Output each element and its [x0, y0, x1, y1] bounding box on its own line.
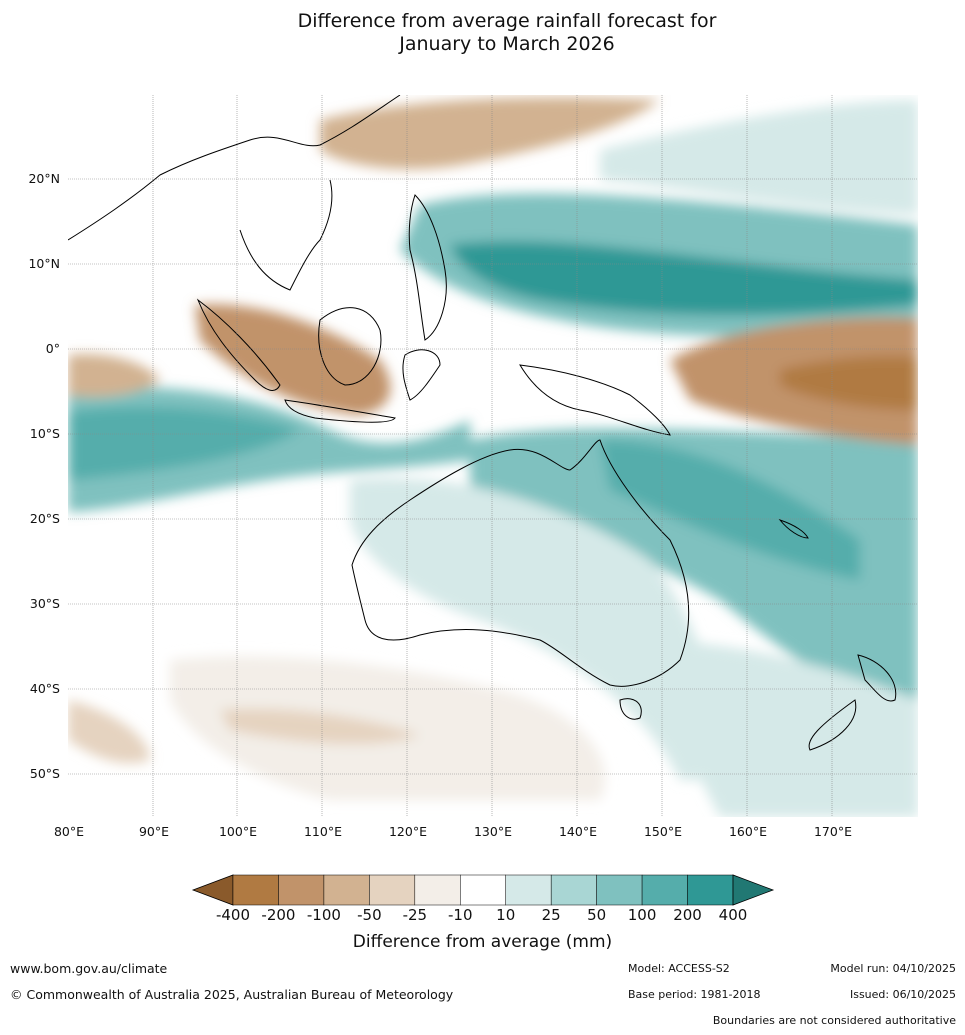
lon-tick: 150°E: [644, 824, 682, 839]
lon-tick: 110°E: [304, 824, 342, 839]
wet-light-north-pacific: [600, 100, 918, 215]
sulawesi-coast: [402, 349, 441, 401]
lon-tick-labels: 80°E 90°E 100°E 110°E 120°E 130°E 140°E …: [54, 824, 852, 839]
coastlines: [68, 95, 897, 751]
wet-light-australia: [350, 478, 740, 780]
colorbar-segment: [232, 874, 279, 906]
dry-region-maritime-continent: [195, 304, 391, 415]
footer-copyright: © Commonwealth of Australia 2025, Austra…: [10, 987, 454, 1002]
map-title: Difference from average rainfall forecas…: [0, 10, 965, 56]
colorbar-tick-label: 100: [627, 906, 657, 924]
wet-light-tasman: [640, 640, 918, 817]
borneo-coast: [318, 307, 382, 386]
colorbar-segment: [278, 874, 325, 906]
dry-core-equatorial-pacific: [780, 356, 918, 410]
colorbar-segment: [641, 874, 688, 906]
lat-tick: 20°S: [30, 511, 60, 526]
colorbar-segment: [323, 874, 370, 906]
colorbar-tick-label: -200: [261, 906, 296, 924]
colorbar-segment: [369, 874, 416, 906]
wet-region-coral-sea: [470, 428, 918, 720]
dry-core-south-indian-ocean: [220, 708, 420, 745]
lon-tick: 80°E: [54, 824, 84, 839]
colorbar-segment: [550, 874, 597, 906]
dry-light-southwest: [68, 700, 150, 764]
lon-tick: 160°E: [729, 824, 767, 839]
philippines-coast: [408, 194, 447, 341]
colorbar-tick-label: 50: [587, 906, 607, 924]
footer-url[interactable]: www.bom.gov.au/climate: [10, 961, 168, 976]
lat-tick: 50°S: [30, 766, 60, 781]
footer-base-period: Base period: 1981-2018: [628, 988, 761, 1001]
lat-tick-labels: 20°N 10°N 0° 10°S 20°S 30°S 40°S 50°S: [28, 171, 60, 781]
lat-tick: 10°N: [28, 256, 60, 271]
footer-disclaimer: Boundaries are not considered authoritat…: [712, 1014, 956, 1027]
new-caledonia-coast: [778, 518, 809, 539]
lon-tick: 100°E: [219, 824, 257, 839]
footer-model-run: Model run: 04/10/2025: [830, 962, 956, 975]
lon-tick: 140°E: [559, 824, 597, 839]
lon-tick: 120°E: [389, 824, 427, 839]
colorbar-segment: [414, 874, 461, 906]
gridlines: [68, 95, 918, 817]
dry-region-west-indian-ocean: [68, 354, 160, 397]
australia-coast: [351, 439, 690, 687]
lat-tick: 10°S: [30, 426, 60, 441]
new-zealand-south-coast: [808, 699, 857, 751]
colorbar-tick-label: 400: [718, 906, 748, 924]
title-line1: Difference from average rainfall forecas…: [297, 10, 717, 32]
colorbar-extend-low: [191, 874, 234, 906]
lon-tick: 90°E: [139, 824, 169, 839]
colorbar-segment: [596, 874, 643, 906]
wet-core-coral-sea: [600, 440, 860, 580]
dry-region-east-china-sea: [320, 97, 660, 170]
colorbar: [191, 874, 775, 906]
wet-core-indian-ocean: [68, 406, 300, 480]
new-guinea-coast: [519, 364, 671, 436]
tasmania-coast: [619, 698, 642, 720]
lat-tick: 40°S: [30, 681, 60, 696]
colorbar-segment: [460, 874, 506, 906]
colorbar-tick-label: 25: [541, 906, 561, 924]
colorbar-segment: [687, 874, 734, 906]
new-zealand-north-coast: [857, 654, 897, 702]
java-coast: [284, 399, 396, 423]
colorbar-tick-label: -50: [357, 906, 382, 924]
colorbar-tick-label: 10: [496, 906, 516, 924]
colorbar-extend-high: [732, 874, 775, 906]
colorbar-tick-label: 200: [673, 906, 702, 924]
footer-model: Model: ACCESS-S2: [628, 962, 730, 975]
lon-tick: 130°E: [474, 824, 512, 839]
lat-tick: 30°S: [30, 596, 60, 611]
asia-coast: [68, 95, 401, 291]
lat-tick: 0°: [46, 341, 60, 356]
colorbar-title: Difference from average (mm): [352, 932, 613, 952]
title-line2: January to March 2026: [399, 33, 615, 55]
wet-core-north-pacific: [450, 241, 918, 316]
colorbar-tick-label: -25: [402, 906, 428, 924]
colorbar-segment: [505, 874, 552, 906]
lon-tick: 170°E: [814, 824, 852, 839]
anomaly-field: [68, 95, 918, 817]
sumatra-coast: [196, 298, 281, 391]
colorbar-tick-label: -400: [215, 906, 251, 924]
colorbar-tick-label: -10: [448, 906, 473, 924]
footer-issued: Issued: 06/10/2025: [849, 988, 956, 1001]
colorbar-tick-label: -100: [306, 906, 341, 924]
lat-tick: 20°N: [28, 171, 60, 186]
